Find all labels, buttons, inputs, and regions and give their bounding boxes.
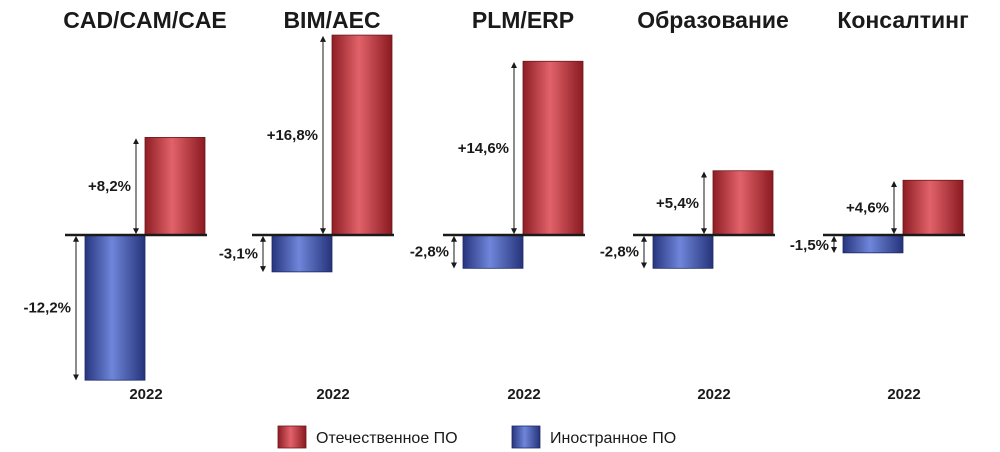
bar-foreign	[462, 234, 524, 269]
year-label: 2022	[129, 386, 162, 403]
domestic-value-label: +16,8%	[267, 127, 318, 144]
year-label: 2022	[697, 386, 730, 403]
legend-item: Иностранное ПО	[511, 425, 676, 449]
domestic-value-label: +4,6%	[846, 200, 889, 217]
legend-item: Отечественное ПО	[277, 425, 458, 449]
foreign-value-label: -12,2%	[23, 300, 71, 317]
bar-domestic	[902, 179, 964, 236]
group-title: PLM/ERP	[472, 7, 574, 33]
chart-group: Консалтинг +4,6% -1,5% 2022	[790, 7, 969, 403]
bar-domestic	[144, 137, 206, 236]
bar-domestic	[712, 170, 774, 236]
group-title: Консалтинг	[837, 7, 968, 33]
year-label: 2022	[316, 386, 349, 403]
legend-label: Иностранное ПО	[550, 430, 676, 447]
year-label: 2022	[507, 386, 540, 403]
foreign-value-label: -2,8%	[600, 244, 639, 261]
foreign-value-label: -3,1%	[219, 245, 258, 262]
chart-groups: CAD/CAM/CAE +8,2% -12,2% 2022 BIM/AEC +16,8% -…	[23, 7, 968, 403]
domestic-value-label: +14,6%	[458, 140, 509, 157]
domestic-value-label: +5,4%	[656, 195, 699, 212]
chart-group: Образование +5,4% -2,8% 2022	[600, 7, 789, 403]
foreign-value-label: -2,8%	[410, 244, 449, 261]
legend: Отечественное ПО Иностранное ПО	[277, 425, 676, 449]
chart-group: BIM/AEC +16,8% -3,1% 2022	[219, 7, 394, 403]
group-title: Образование	[637, 7, 789, 33]
bar-foreign	[84, 234, 146, 381]
chart-group: PLM/ERP +14,6% -2,8% 2022	[410, 7, 585, 403]
bar-foreign	[652, 234, 714, 269]
bar-domestic	[331, 34, 393, 236]
bar-domestic	[522, 60, 584, 236]
group-title: CAD/CAM/CAE	[63, 7, 227, 33]
bar-foreign	[842, 234, 904, 254]
foreign-value-label: -1,5%	[790, 237, 829, 254]
chart-group: CAD/CAM/CAE +8,2% -12,2% 2022	[23, 7, 226, 403]
legend-swatch	[511, 425, 541, 449]
legend-label: Отечественное ПО	[316, 430, 458, 447]
legend-swatch	[277, 425, 307, 449]
domestic-value-label: +8,2%	[88, 178, 131, 195]
group-title: BIM/AEC	[283, 7, 380, 33]
year-label: 2022	[887, 386, 920, 403]
bar-foreign	[271, 234, 333, 273]
